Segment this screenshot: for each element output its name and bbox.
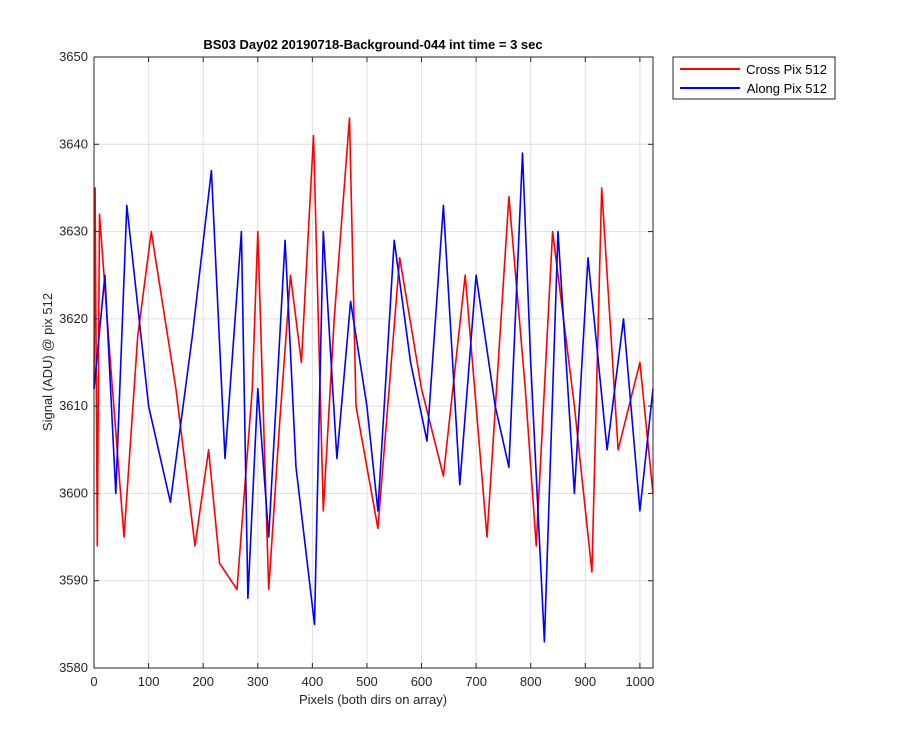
x-axis-label: Pixels (both dirs on array) bbox=[299, 692, 447, 707]
y-tick-label: 3590 bbox=[59, 573, 88, 588]
y-tick-label: 3640 bbox=[59, 136, 88, 151]
y-tick-label: 3610 bbox=[59, 398, 88, 413]
legend-label-along: Along Pix 512 bbox=[747, 81, 827, 96]
y-tick-label: 3630 bbox=[59, 224, 88, 239]
series-layer bbox=[93, 117, 654, 643]
x-tick-label: 1000 bbox=[625, 674, 654, 689]
plot-frame bbox=[93, 56, 654, 669]
legend-box bbox=[672, 56, 836, 100]
chart-title: BS03 Day02 20190718-Background-044 int t… bbox=[203, 37, 542, 52]
x-tick-label: 0 bbox=[90, 674, 97, 689]
x-tick-label: 800 bbox=[520, 674, 542, 689]
x-tick-label: 300 bbox=[247, 674, 269, 689]
legend: Cross Pix 512 Along Pix 512 bbox=[672, 56, 836, 100]
x-tick-label: 400 bbox=[302, 674, 324, 689]
x-tick-label: 900 bbox=[574, 674, 596, 689]
plot-area bbox=[94, 57, 653, 668]
series-line-along bbox=[93, 152, 654, 643]
series-line-cross bbox=[93, 117, 654, 591]
legend-label-cross: Cross Pix 512 bbox=[746, 62, 827, 77]
y-tick-label: 3620 bbox=[59, 311, 88, 326]
x-tick-label: 100 bbox=[138, 674, 160, 689]
x-tick-label: 600 bbox=[411, 674, 433, 689]
y-tick-label: 3650 bbox=[59, 49, 88, 64]
x-tick-label: 500 bbox=[356, 674, 378, 689]
x-tick-label: 700 bbox=[465, 674, 487, 689]
x-tick-label: 200 bbox=[192, 674, 214, 689]
y-axis-label: Signal (ADU) @ pix 512 bbox=[40, 293, 55, 431]
y-tick-label: 3600 bbox=[59, 485, 88, 500]
y-tick-label: 3580 bbox=[59, 660, 88, 675]
ticks: 0 100 200 300 400 500 600 700 800 900 1000 3580 3590… bbox=[59, 49, 654, 689]
